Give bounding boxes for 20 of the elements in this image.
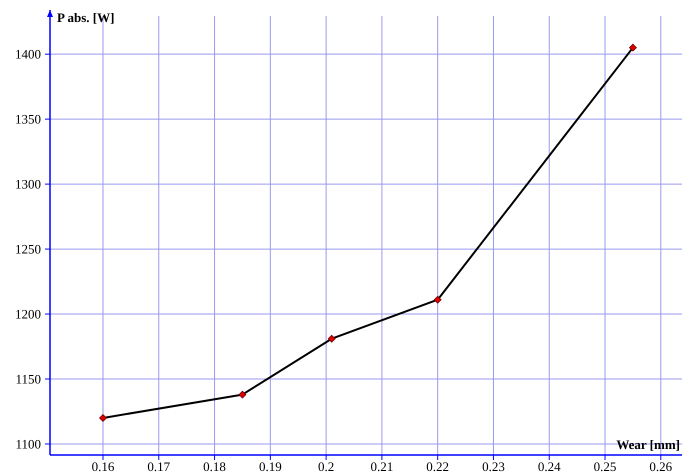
x-tick-label: 0.25 [594,459,616,474]
y-tick-label: 1250 [15,242,41,257]
y-tick-label: 1350 [15,112,41,127]
y-axis-title: P abs. [W] [57,10,114,25]
y-tick-label: 1150 [15,371,41,386]
x-tick-label: 0.22 [426,459,450,474]
x-tick-label: 0.19 [258,459,282,474]
x-tick-label: 0.23 [482,459,505,474]
x-tick-label: 0.26 [649,459,673,474]
y-tick-label: 1400 [15,46,41,62]
x-tick-label: 0.21 [370,459,394,474]
y-tick-label: 1200 [15,306,41,322]
x-tick-label: 0.2 [318,459,334,474]
x-axis-title: Wear [mm] [616,437,680,452]
y-tick-label: 1100 [15,436,41,452]
x-tick-label: 0.16 [92,459,115,474]
x-tick-label: 0.18 [203,459,226,474]
x-tick-label: 0.24 [538,459,562,474]
x-tick-label: 0.17 [147,459,171,474]
y-tick-label: 1300 [15,176,41,192]
